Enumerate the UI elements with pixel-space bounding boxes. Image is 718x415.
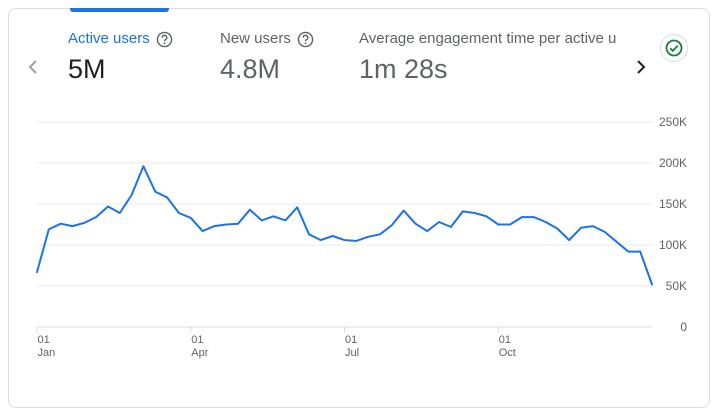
previous-button[interactable] [21, 53, 45, 81]
tab-label: New users [220, 30, 291, 47]
tab-label: Active users [68, 30, 150, 47]
metrics-card: Active users 5M New users 4.8M Average e… [8, 8, 710, 408]
x-tick-day: 01 [38, 334, 50, 346]
help-circle-icon[interactable] [156, 31, 173, 48]
x-tick-month: Jul [345, 347, 359, 359]
tab-avg-engagement-time[interactable]: Average engagement time per active us 1m… [359, 9, 617, 89]
tab-new-users[interactable]: New users 4.8M [220, 9, 350, 89]
tab-value: 1m 28s [359, 54, 448, 84]
help-circle-icon[interactable] [297, 31, 314, 48]
y-tick-label: 150K [659, 197, 687, 211]
y-tick-label: 0 [680, 320, 687, 334]
y-tick-label: 100K [659, 238, 687, 252]
data-quality-status-button[interactable] [660, 34, 688, 62]
tab-label: Average engagement time per active us [359, 30, 617, 47]
series-line [36, 165, 653, 286]
chevron-left-icon [28, 60, 37, 74]
y-tick-label: 50K [666, 279, 687, 293]
x-tick-month: Apr [191, 347, 208, 359]
active-tab-indicator [70, 8, 169, 12]
x-tick-day: 01 [499, 334, 511, 346]
x-tick-month: Jan [38, 347, 56, 359]
x-tick-day: 01 [345, 334, 357, 346]
tab-value: 4.8M [220, 54, 281, 84]
x-tick-month: Oct [499, 347, 516, 359]
next-button[interactable] [629, 53, 653, 81]
check-circle-icon [665, 39, 683, 57]
tab-active-users[interactable]: Active users 5M [68, 9, 198, 89]
chevron-right-icon [637, 60, 646, 74]
y-tick-label: 200K [659, 156, 687, 170]
y-tick-label: 250K [659, 115, 687, 129]
x-tick-day: 01 [191, 334, 203, 346]
tab-value: 5M [68, 54, 106, 84]
